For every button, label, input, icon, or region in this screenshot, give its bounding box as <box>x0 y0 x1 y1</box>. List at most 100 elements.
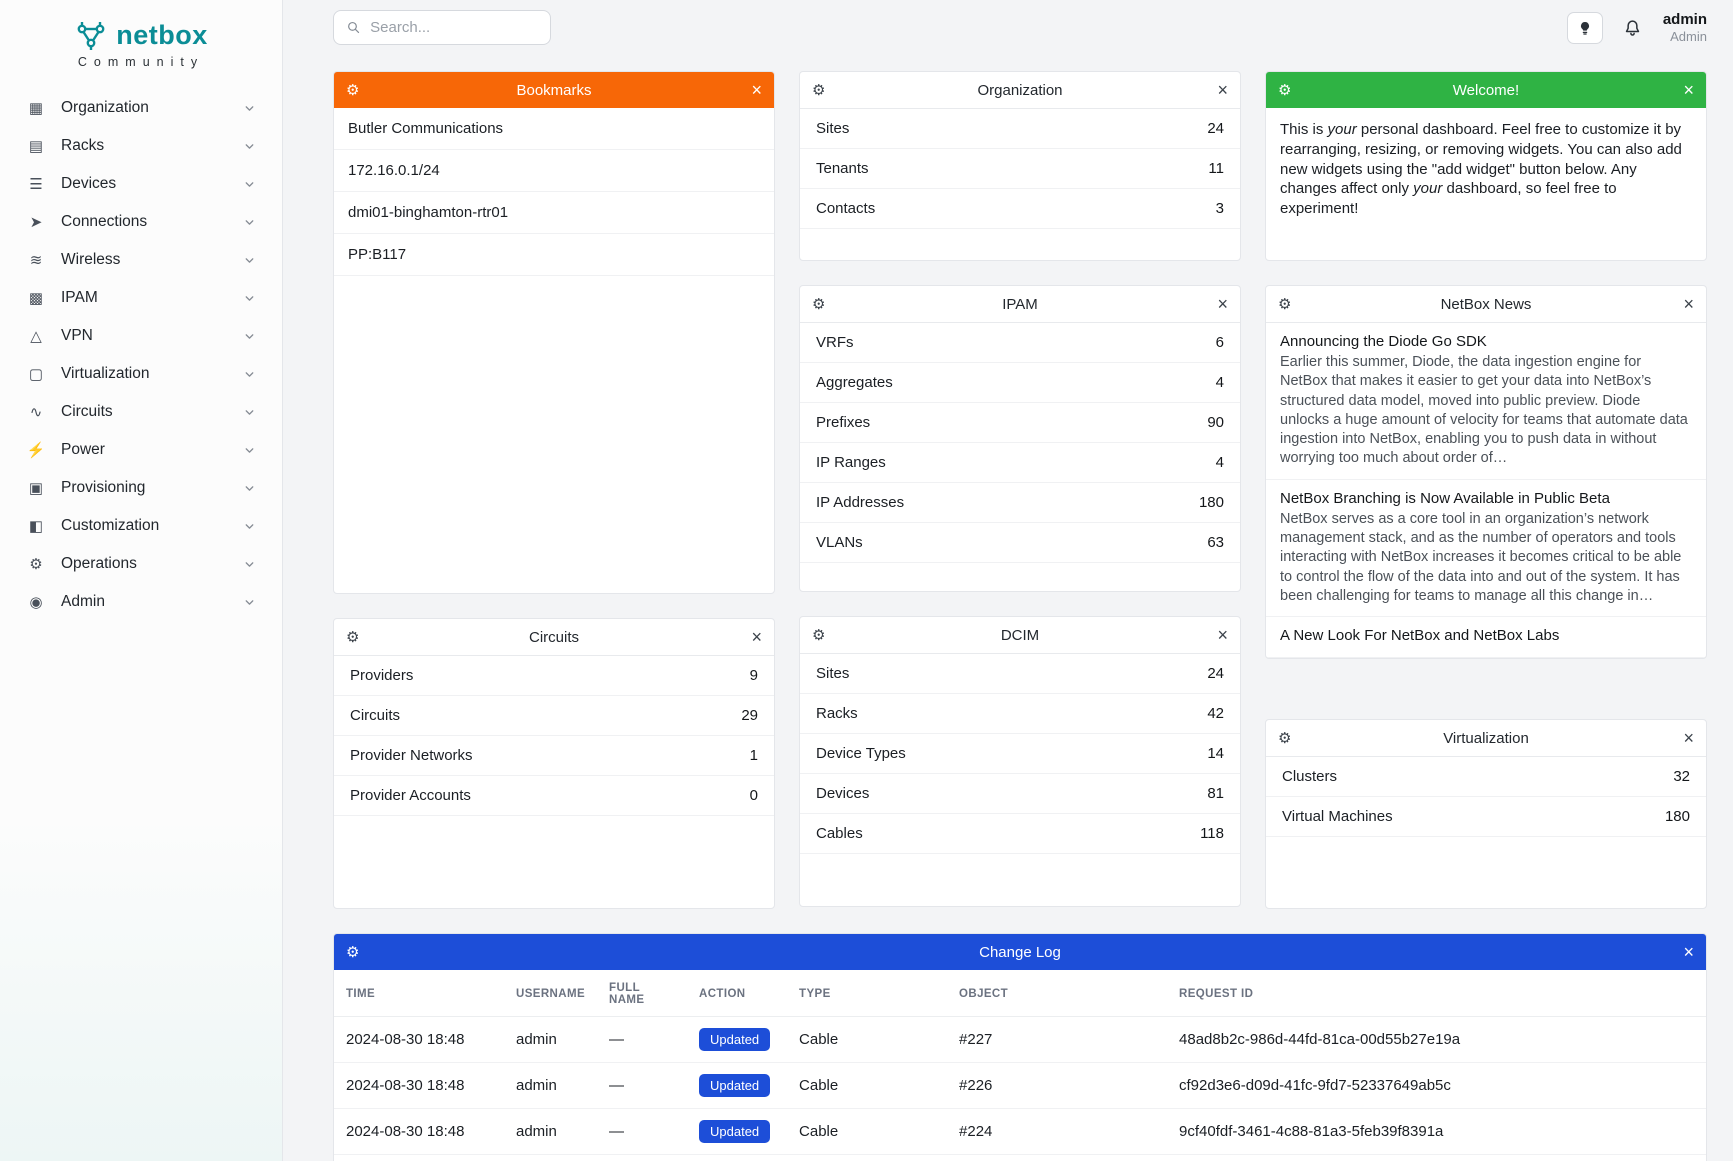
stat-row-circuits[interactable]: Circuits 29 <box>334 696 774 736</box>
stat-label: Circuits <box>350 707 401 724</box>
change-log-request-id-link[interactable]: 48ad8b2c-986d-44fd-81ca-00d55b27e19a <box>1167 1016 1706 1063</box>
stat-row-aggregates[interactable]: Aggregates 4 <box>800 363 1240 403</box>
change-log-row: 2024-08-30 18:48 admin — Updated Cable #… <box>334 1016 1706 1063</box>
change-log-time-link[interactable]: 2024-08-30 18:48 <box>334 1108 504 1155</box>
sidebar-item-racks[interactable]: ▤ Racks <box>0 127 282 165</box>
close-icon[interactable]: × <box>1217 294 1228 314</box>
news-headline[interactable]: A New Look For NetBox and NetBox Labs <box>1280 627 1560 645</box>
stat-row-sites[interactable]: Sites 24 <box>800 109 1240 149</box>
stat-row-tenants[interactable]: Tenants 11 <box>800 149 1240 189</box>
change-log-object-link[interactable]: #227 <box>947 1016 1168 1063</box>
close-icon[interactable]: × <box>1683 728 1694 748</box>
sidebar-item-organization[interactable]: ▦ Organization <box>0 89 282 127</box>
news-headline[interactable]: NetBox Branching is Now Available in Pub… <box>1280 489 1610 507</box>
sidebar-item-operations[interactable]: ⚙ Operations <box>0 545 282 583</box>
bookmark-item[interactable]: Butler Communications <box>334 108 774 150</box>
stat-row-vlans[interactable]: VLANs 63 <box>800 523 1240 563</box>
close-icon[interactable]: × <box>751 80 762 100</box>
change-log-request-id-link[interactable]: cf92d3e6-d09d-41fc-9fd7-52337649ab5c <box>1167 1062 1706 1109</box>
gear-icon[interactable]: ⚙ <box>346 82 360 99</box>
stat-row-cables[interactable]: Cables 118 <box>800 814 1240 854</box>
change-log-type: Cable <box>787 1016 948 1063</box>
stat-row-virtual-machines[interactable]: Virtual Machines 180 <box>1266 797 1706 837</box>
change-log-time-link[interactable]: 2024-08-30 18:48 <box>334 1016 504 1063</box>
search-box[interactable] <box>333 10 551 45</box>
sidebar-item-provisioning[interactable]: ▣ Provisioning <box>0 469 282 507</box>
news-item: Announcing the Diode Go SDK Earlier this… <box>1266 323 1706 480</box>
stat-label: Providers <box>350 667 414 684</box>
bookmark-item[interactable]: PP:B117 <box>334 234 774 276</box>
dashboard-column-3: ⚙ Welcome! × This is your personal dashb… <box>1265 71 1707 909</box>
sidebar: netbox Community ▦ Organization ▤ Racks … <box>0 0 283 1161</box>
gear-icon[interactable]: ⚙ <box>1278 296 1292 313</box>
bookmark-item[interactable]: dmi01-binghamton-rtr01 <box>334 192 774 234</box>
bookmark-item[interactable]: 172.16.0.1/24 <box>334 150 774 192</box>
sidebar-item-connections[interactable]: ➤ Connections <box>0 203 282 241</box>
close-icon[interactable]: × <box>1217 625 1228 645</box>
user-menu[interactable]: admin Admin <box>1663 11 1707 45</box>
gear-icon[interactable]: ⚙ <box>812 627 826 644</box>
stat-row-providers[interactable]: Providers 9 <box>334 656 774 696</box>
stat-value: 180 <box>1664 808 1690 825</box>
close-icon[interactable]: × <box>1683 80 1694 100</box>
change-log-request-id-link[interactable]: 9cf40fdf-3461-4c88-81a3-5feb39f8391a <box>1167 1108 1706 1155</box>
stat-row-clusters[interactable]: Clusters 32 <box>1266 757 1706 797</box>
chevron-down-icon <box>245 523 254 529</box>
gear-icon[interactable]: ⚙ <box>812 82 826 99</box>
stat-row-racks[interactable]: Racks 42 <box>800 694 1240 734</box>
change-log-object-link[interactable]: #226 <box>947 1062 1168 1109</box>
change-log-object-link[interactable]: #223 <box>947 1154 1168 1161</box>
stat-row-ip-addresses[interactable]: IP Addresses 180 <box>800 483 1240 523</box>
sidebar-item-circuits[interactable]: ∿ Circuits <box>0 393 282 431</box>
sidebar-item-admin[interactable]: ◉ Admin <box>0 583 282 621</box>
notifications-button[interactable] <box>1619 12 1647 44</box>
close-icon[interactable]: × <box>1683 942 1694 962</box>
brand[interactable]: netbox Community <box>0 10 282 89</box>
sidebar-item-wireless[interactable]: ≋ Wireless <box>0 241 282 279</box>
gear-icon[interactable]: ⚙ <box>1278 730 1292 747</box>
sidebar-item-vpn[interactable]: △ VPN <box>0 317 282 355</box>
change-log-object-link[interactable]: #224 <box>947 1108 1168 1155</box>
close-icon[interactable]: × <box>1683 294 1694 314</box>
search-input[interactable] <box>370 19 537 36</box>
news-headline[interactable]: Announcing the Diode Go SDK <box>1280 333 1487 350</box>
sidebar-item-virtualization[interactable]: ▢ Virtualization <box>0 355 282 393</box>
nav-section-icon: ➤ <box>29 214 43 231</box>
stat-label: Cables <box>816 825 863 842</box>
sidebar-item-label: Power <box>61 441 105 458</box>
gear-icon[interactable]: ⚙ <box>346 944 360 961</box>
stat-row-sites[interactable]: Sites 24 <box>800 654 1240 694</box>
close-icon[interactable]: × <box>751 627 762 647</box>
widget-bookmarks: ⚙ Bookmarks × Butler Communications 172.1… <box>333 71 775 594</box>
stat-label: Sites <box>816 120 850 137</box>
stat-row-prefixes[interactable]: Prefixes 90 <box>800 403 1240 443</box>
widget-change-log: ⚙ Change Log × TIME USERNAME FULL NAME ACTI… <box>333 933 1707 1161</box>
change-log-time-link[interactable]: 2024-08-30 18:48 <box>334 1062 504 1109</box>
sidebar-item-label: Customization <box>61 517 160 534</box>
gear-icon[interactable]: ⚙ <box>812 296 826 313</box>
change-log-header: ⚙ Change Log × <box>334 934 1706 970</box>
bookmarks-header: ⚙ Bookmarks × <box>334 72 774 108</box>
stat-row-provider-accounts[interactable]: Provider Accounts 0 <box>334 776 774 816</box>
change-log-time-link[interactable]: 2024-08-30 18:47 <box>334 1154 504 1161</box>
sidebar-item-devices[interactable]: ☰ Devices <box>0 165 282 203</box>
dashboard-column-2: ⚙ Organization × Sites 24 Tenants 11 <box>799 71 1241 909</box>
change-log-request-id-link[interactable]: 7a3c4e3c-aaa0-4763-8866-f89301c007c3 <box>1167 1154 1706 1161</box>
sidebar-item-customization[interactable]: ◧ Customization <box>0 507 282 545</box>
chevron-down-icon <box>245 409 254 415</box>
stat-row-ip-ranges[interactable]: IP Ranges 4 <box>800 443 1240 483</box>
stat-row-devices[interactable]: Devices 81 <box>800 774 1240 814</box>
sidebar-item-power[interactable]: ⚡ Power <box>0 431 282 469</box>
stat-value: 180 <box>1198 494 1224 511</box>
gear-icon[interactable]: ⚙ <box>1278 82 1292 99</box>
stat-row-provider-networks[interactable]: Provider Networks 1 <box>334 736 774 776</box>
stat-row-device-types[interactable]: Device Types 14 <box>800 734 1240 774</box>
close-icon[interactable]: × <box>1217 80 1228 100</box>
nav-section-icon: △ <box>30 328 42 345</box>
sidebar-item-ipam[interactable]: ▩ IPAM <box>0 279 282 317</box>
stat-row-contacts[interactable]: Contacts 3 <box>800 189 1240 229</box>
stat-value: 24 <box>1207 665 1224 682</box>
stat-row-vrfs[interactable]: VRFs 6 <box>800 323 1240 363</box>
dark-mode-toggle-button[interactable] <box>1566 11 1603 44</box>
gear-icon[interactable]: ⚙ <box>346 629 360 646</box>
